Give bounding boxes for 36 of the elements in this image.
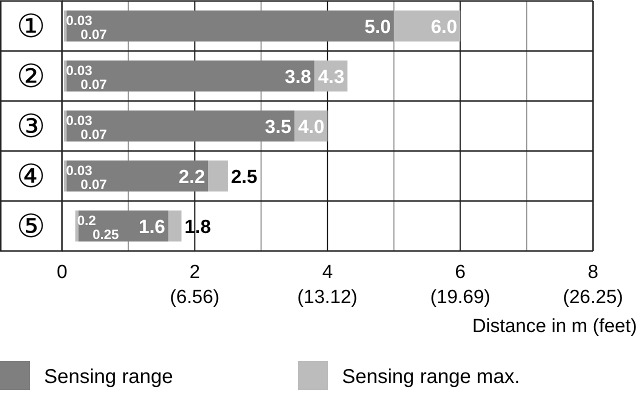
data-label: 6.0 — [430, 17, 458, 38]
annotation: 0.03 — [66, 163, 93, 178]
annotation: 0.07 — [80, 27, 107, 42]
data-label: 3.5 — [264, 117, 292, 138]
data-label: 3.8 — [284, 67, 312, 88]
annotation: 0.25 — [92, 227, 120, 242]
annotation: 0.03 — [66, 113, 93, 128]
annotation: 0.07 — [80, 127, 107, 142]
x-tick-label: 0 — [56, 262, 68, 283]
x-tick-label: 8 — [588, 262, 598, 283]
data-label: 4.3 — [318, 67, 344, 88]
data-label: 5.0 — [364, 17, 391, 38]
y-tick-label: ① — [16, 7, 46, 45]
legend-label: Sensing range — [44, 366, 173, 388]
y-tick-label: ② — [16, 57, 46, 95]
data-label: 1.6 — [138, 217, 166, 238]
legend-label: Sensing range max. — [342, 366, 520, 388]
x-tick-label: 2 — [189, 262, 200, 283]
annotation: 0.03 — [66, 63, 93, 78]
x2-tick-label: (6.56) — [170, 287, 220, 308]
annotation: 0.07 — [80, 177, 107, 192]
data-label: 4.0 — [298, 117, 324, 138]
x-axis-title: Distance in m (feet) — [472, 316, 637, 337]
annotation: 0.2 — [77, 213, 96, 228]
y-tick-label: ⑤ — [16, 207, 46, 245]
data-label: 2.5 — [230, 167, 258, 188]
data-label: 2.2 — [178, 167, 206, 188]
y-tick-label: ③ — [16, 107, 46, 145]
annotation: 0.07 — [80, 77, 107, 92]
y-tick-label: ④ — [16, 157, 46, 195]
annotation: 0.03 — [66, 13, 93, 28]
x-tick-label: 4 — [322, 262, 334, 283]
x2-tick-label: (19.69) — [430, 287, 490, 308]
x2-tick-label: (13.12) — [297, 287, 358, 308]
x-tick-label: 6 — [454, 262, 466, 283]
x2-tick-label: (26.25) — [562, 287, 624, 308]
